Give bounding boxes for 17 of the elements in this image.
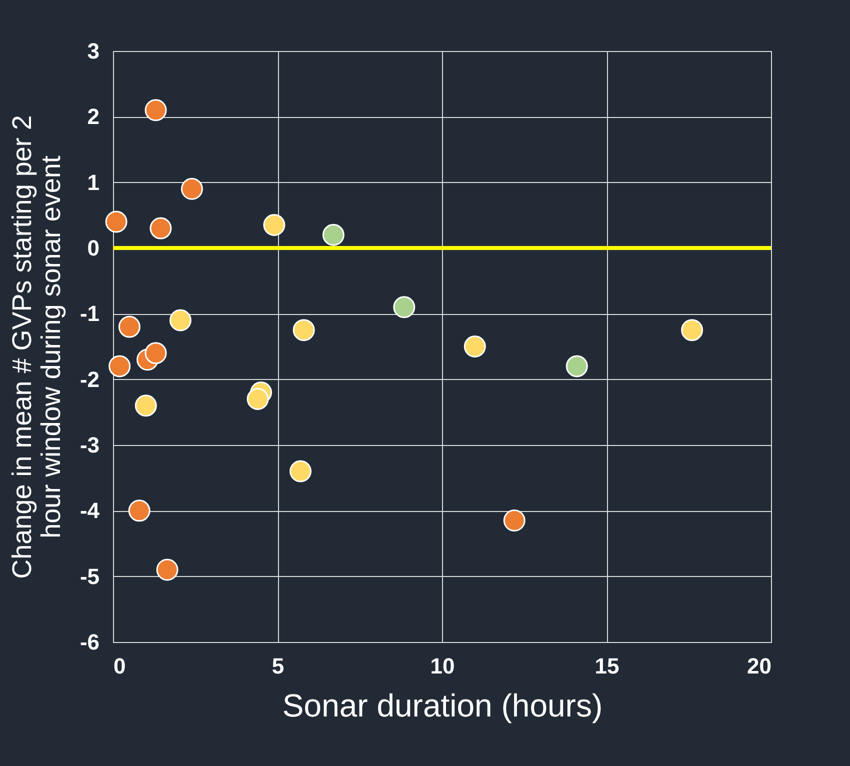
y-tick-label: -4 — [80, 498, 100, 524]
x-tick-label: 20 — [747, 654, 772, 678]
y-tick-label: -3 — [80, 432, 100, 458]
x-tick-label: 5 — [272, 654, 284, 678]
y-tick-label: -6 — [80, 630, 100, 654]
y-tick-label: -1 — [80, 301, 100, 326]
y-axis-title: Change in mean # GVPs starting per 2 hour window during sonar event — [6, 115, 66, 579]
y-tick-label: 1 — [87, 170, 100, 195]
y-tick-label: 3 — [87, 38, 100, 64]
y-tick-label: 2 — [87, 104, 100, 130]
y-tick-label: 0 — [87, 236, 100, 260]
x-axis-title: Sonar duration (hours) — [282, 688, 603, 724]
x-tick-label: 15 — [594, 654, 620, 678]
x-tick-label: 10 — [430, 654, 455, 678]
x-tick-label: 0 — [114, 654, 126, 678]
y-tick-label: -5 — [80, 564, 100, 589]
y-tick-label: -2 — [80, 366, 100, 392]
